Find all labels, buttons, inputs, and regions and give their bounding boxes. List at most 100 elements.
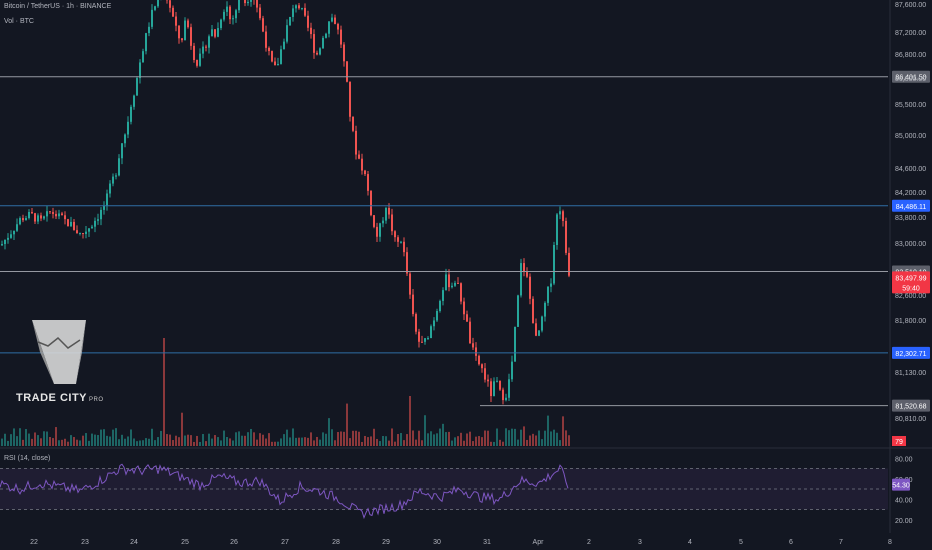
volume-bar: [385, 436, 387, 446]
candle-body: [274, 61, 276, 66]
volume-bar: [556, 432, 558, 446]
volume-bar: [358, 431, 360, 446]
volume-bar: [451, 440, 453, 446]
volume-bar: [43, 431, 45, 446]
candlestick-series: [1, 0, 570, 405]
volume-bar: [553, 429, 555, 446]
candle-body: [115, 175, 117, 177]
volume-bar: [448, 431, 450, 446]
volume-bar: [265, 438, 267, 446]
volume-bar: [322, 432, 324, 446]
candle-body: [424, 338, 426, 342]
volume-bar: [106, 435, 108, 446]
volume-last-label: 79: [895, 439, 903, 446]
volume-bar: [361, 441, 363, 446]
volume-bar: [547, 415, 549, 446]
price-tick-label: 86,800.00: [895, 52, 926, 59]
candle-body: [292, 8, 294, 17]
volume-bar: [445, 432, 447, 446]
candle-body: [220, 19, 222, 29]
candle-body: [508, 379, 510, 398]
level-tag: [892, 346, 930, 359]
volume-legend[interactable]: Vol · BTC: [4, 18, 34, 25]
volume-bar: [37, 435, 39, 446]
volume-bar: [457, 436, 459, 446]
volume-bar: [379, 441, 381, 446]
candle-body: [340, 29, 342, 45]
candle-body: [430, 326, 432, 339]
candle-body: [193, 45, 195, 61]
volume-bar: [1, 438, 3, 446]
volume-bar: [535, 435, 537, 446]
volume-bar: [4, 433, 6, 446]
candle-body: [232, 18, 234, 20]
candle-body: [55, 213, 57, 217]
symbol-title[interactable]: Bitcoin / TetherUS · 1h · BINANCE: [4, 3, 112, 10]
volume-bar: [520, 429, 522, 446]
price-tick-label: 82,600.00: [895, 293, 926, 300]
horizontal-levels[interactable]: 86,401.5084,486.1183,510.1082,302.7181,5…: [0, 70, 930, 412]
volume-bar: [133, 438, 135, 446]
volume-bar: [223, 430, 225, 446]
volume-bar: [469, 431, 471, 446]
time-tick-label: Apr: [533, 539, 545, 546]
candle-body: [337, 23, 339, 30]
candle-body: [49, 211, 51, 213]
candle-body: [514, 326, 516, 362]
volume-bar: [538, 430, 540, 446]
level-label: 84,486.11: [896, 204, 927, 211]
volume-bar: [319, 439, 321, 446]
volume-bar: [481, 437, 483, 446]
candle-body: [421, 341, 423, 343]
candle-body: [364, 170, 366, 175]
volume-bar: [34, 432, 36, 446]
candle-body: [418, 331, 420, 342]
candle-body: [298, 5, 300, 9]
rsi-legend[interactable]: RSI (14, close): [4, 455, 51, 462]
candle-body: [568, 252, 570, 276]
volume-bar: [154, 440, 156, 446]
volume-bar: [442, 423, 444, 446]
volume-bar: [565, 430, 567, 446]
candle-body: [496, 380, 498, 382]
volume-bar: [256, 439, 258, 446]
candle-body: [553, 245, 555, 284]
candle-body: [223, 11, 225, 20]
candle-body: [100, 209, 102, 220]
candle-body: [208, 36, 210, 48]
volume-bar: [229, 438, 231, 446]
candle-body: [25, 218, 27, 221]
candle-body: [40, 215, 42, 219]
volume-bar: [532, 433, 534, 446]
candle-body: [10, 234, 12, 238]
candle-body: [7, 237, 9, 240]
volume-bar: [562, 416, 564, 446]
candle-body: [478, 355, 480, 365]
candle-body: [436, 310, 438, 321]
volume-bar: [406, 434, 408, 446]
last-price-tag: [892, 271, 930, 294]
candle-body: [382, 220, 384, 224]
candle-body: [454, 282, 456, 286]
last-price-label: 83,497.99: [895, 275, 926, 282]
volume-bar: [313, 440, 315, 446]
volume-bar: [235, 432, 237, 446]
volume-bar: [190, 435, 192, 446]
volume-bar: [337, 432, 339, 446]
volume-bar: [64, 438, 66, 446]
candle-body: [238, 0, 240, 11]
volume-bar: [409, 396, 411, 446]
volume-bar: [388, 440, 390, 446]
time-tick-label: 31: [483, 539, 491, 546]
volume-bar: [226, 436, 228, 446]
candle-body: [439, 300, 441, 311]
volume-bar: [244, 435, 246, 446]
volume-bar: [394, 441, 396, 446]
volume-bar: [184, 435, 186, 446]
candle-body: [118, 158, 120, 176]
volume-bar: [211, 438, 213, 446]
volume-bar: [49, 436, 51, 446]
volume-bar: [346, 403, 348, 446]
